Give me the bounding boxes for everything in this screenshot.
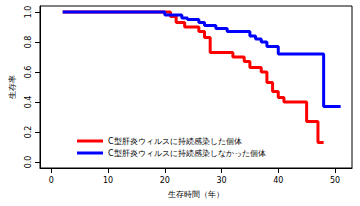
svg-text:30: 30 [216, 176, 226, 185]
svg-text:20: 20 [160, 176, 170, 185]
svg-text:0.8: 0.8 [24, 36, 33, 49]
svg-text:生存率: 生存率 [8, 75, 17, 99]
svg-text:0.4: 0.4 [24, 96, 33, 109]
svg-text:0: 0 [49, 176, 54, 185]
svg-text:生存時間（年）: 生存時間（年） [168, 190, 224, 199]
svg-text:C型肝炎ウィルスに持続感染しなかった個体: C型肝炎ウィルスに持続感染しなかった個体 [108, 149, 266, 158]
svg-text:0.6: 0.6 [24, 66, 33, 79]
svg-text:0.2: 0.2 [24, 126, 33, 139]
svg-text:50: 50 [330, 176, 340, 185]
svg-text:40: 40 [273, 176, 283, 185]
svg-text:1.0: 1.0 [24, 6, 33, 19]
svg-text:10: 10 [103, 176, 113, 185]
svg-text:C型肝炎ウィルスに持続感染した個体: C型肝炎ウィルスに持続感染した個体 [108, 137, 242, 146]
svg-text:0.0: 0.0 [24, 156, 33, 169]
